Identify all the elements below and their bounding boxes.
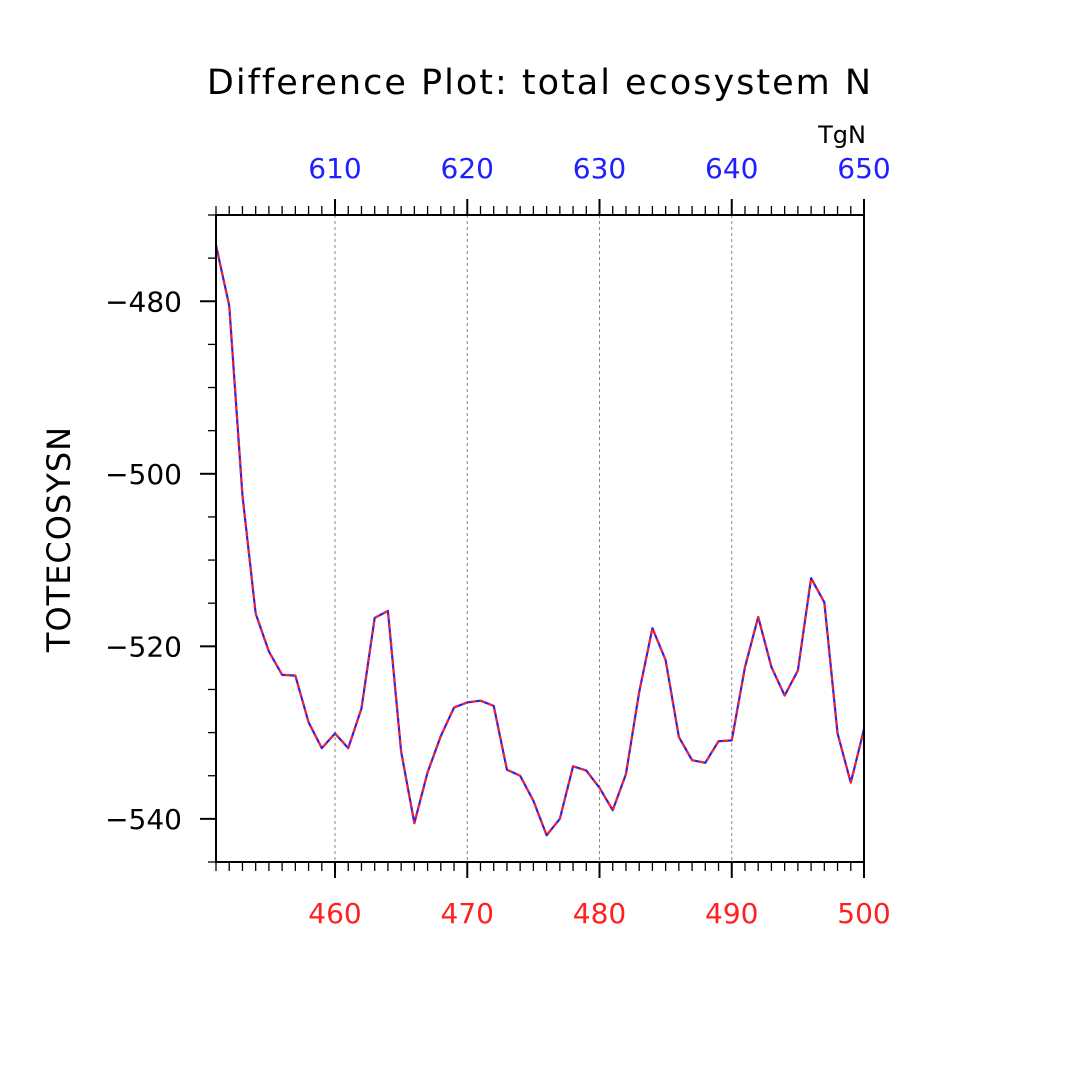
x-top-tick-label: 640 — [705, 152, 758, 185]
x-top-tick-label: 610 — [308, 152, 361, 185]
x-bottom-tick-label: 470 — [441, 897, 494, 930]
y-axis-label: TOTECOSYSN — [40, 426, 78, 653]
x-top-tick-label: 630 — [573, 152, 626, 185]
x-top-tick-label: 650 — [837, 152, 890, 185]
chart-title: Difference Plot: total ecosystem N — [207, 63, 873, 103]
series-lines — [214, 244, 866, 837]
x-top-tick-label: 620 — [441, 152, 494, 185]
axes — [215, 214, 865, 863]
units-label: TgN — [817, 121, 866, 149]
plot-frame — [215, 214, 865, 863]
x-bottom-tick-label: 500 — [837, 897, 890, 930]
series-line-dash — [214, 244, 866, 837]
y-tick-label: −520 — [105, 630, 182, 663]
x-bottom-tick-label: 480 — [573, 897, 626, 930]
y-tick-label: −480 — [105, 285, 182, 318]
y-tick-label: −540 — [105, 803, 182, 836]
x-bottom-tick-label: 460 — [308, 897, 361, 930]
x-bottom-tick-label: 490 — [705, 897, 758, 930]
y-tick-label: −500 — [105, 458, 182, 491]
tick-marks — [200, 199, 865, 878]
tick-labels: −480 −500 −520 −540 460 470 480 490 500 610 620 630… — [105, 152, 891, 930]
